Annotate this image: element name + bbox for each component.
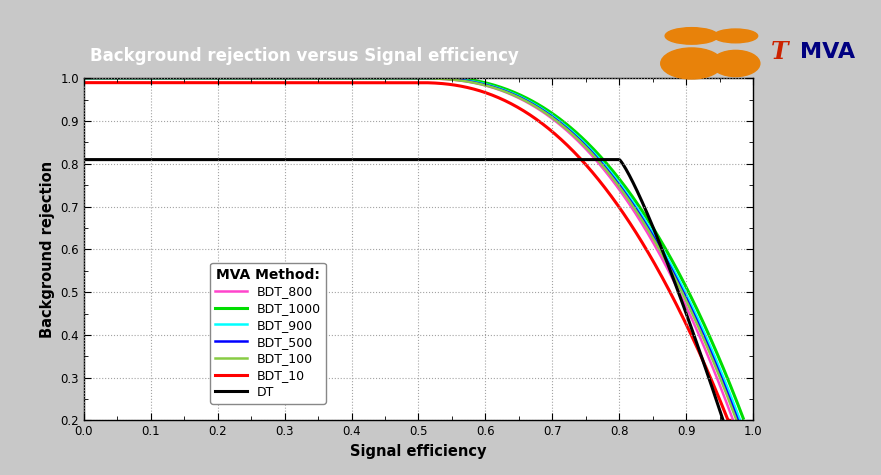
BDT_10: [78, 80, 89, 86]
BDT_100: [551, 117, 561, 123]
BDT_900: [552, 116, 562, 122]
BDT_100: [637, 217, 648, 223]
BDT_900: [629, 201, 640, 207]
BDT_900: [509, 91, 520, 97]
BDT_900: [735, 417, 745, 422]
BDT_800: [549, 117, 559, 123]
BDT_10: [724, 418, 735, 423]
X-axis label: Signal efficiency: Signal efficiency: [351, 444, 486, 459]
BDT_800: [78, 76, 89, 81]
Line: BDT_1000: BDT_1000: [84, 78, 744, 418]
BDT_100: [507, 92, 518, 98]
Text: Background rejection versus Signal efficiency: Background rejection versus Signal effic…: [91, 47, 519, 65]
Line: BDT_10: BDT_10: [84, 83, 729, 420]
BDT_1000: [553, 115, 564, 121]
BDT_500: [733, 417, 744, 423]
BDT_800: [366, 76, 377, 81]
BDT_800: [566, 132, 576, 137]
Legend: BDT_800, BDT_1000, BDT_900, BDT_500, BDT_100, BDT_10, DT: BDT_800, BDT_1000, BDT_900, BDT_500, BDT…: [211, 263, 326, 404]
BDT_10: [506, 101, 516, 106]
Line: BDT_800: BDT_800: [84, 78, 733, 420]
DT: [78, 157, 89, 162]
BDT_800: [625, 202, 635, 208]
BDT_10: [366, 80, 377, 86]
DT: [713, 402, 723, 408]
BDT_1000: [738, 415, 749, 421]
BDT_1000: [571, 129, 581, 135]
Line: BDT_500: BDT_500: [84, 78, 738, 420]
DT: [255, 157, 265, 162]
BDT_500: [508, 92, 519, 97]
BDT_10: [547, 129, 558, 135]
BDT_500: [78, 76, 89, 81]
Y-axis label: Background rejection: Background rejection: [40, 161, 55, 338]
Text: T: T: [771, 40, 788, 65]
BDT_100: [78, 76, 89, 81]
DT: [667, 272, 677, 277]
DT: [718, 418, 729, 423]
BDT_500: [551, 117, 561, 123]
BDT_800: [507, 92, 517, 98]
BDT_100: [366, 76, 377, 81]
Line: DT: DT: [84, 160, 723, 420]
BDT_800: [728, 418, 738, 423]
Ellipse shape: [712, 50, 759, 76]
BDT_900: [366, 76, 377, 81]
Circle shape: [714, 29, 758, 43]
BDT_100: [731, 418, 742, 423]
BDT_500: [568, 131, 579, 137]
BDT_100: [627, 202, 638, 208]
BDT_1000: [78, 76, 89, 81]
BDT_1000: [632, 200, 642, 206]
Text: MVA: MVA: [799, 42, 855, 62]
Ellipse shape: [661, 48, 722, 79]
BDT_1000: [510, 90, 521, 95]
Line: BDT_100: BDT_100: [84, 78, 737, 420]
BDT_500: [638, 217, 648, 222]
DT: [139, 157, 150, 162]
BDT_10: [564, 144, 574, 150]
BDT_1000: [366, 76, 377, 81]
Line: BDT_900: BDT_900: [84, 78, 740, 419]
DT: [700, 367, 711, 372]
Circle shape: [665, 28, 718, 44]
BDT_500: [628, 202, 639, 208]
BDT_10: [623, 217, 633, 223]
BDT_500: [366, 76, 377, 81]
BDT_800: [634, 217, 645, 223]
BDT_10: [632, 231, 642, 237]
BDT_900: [569, 131, 580, 136]
DT: [329, 157, 340, 162]
BDT_100: [567, 132, 578, 137]
BDT_900: [78, 76, 89, 81]
BDT_1000: [641, 215, 652, 220]
BDT_10: [723, 418, 734, 423]
BDT_900: [639, 216, 649, 222]
